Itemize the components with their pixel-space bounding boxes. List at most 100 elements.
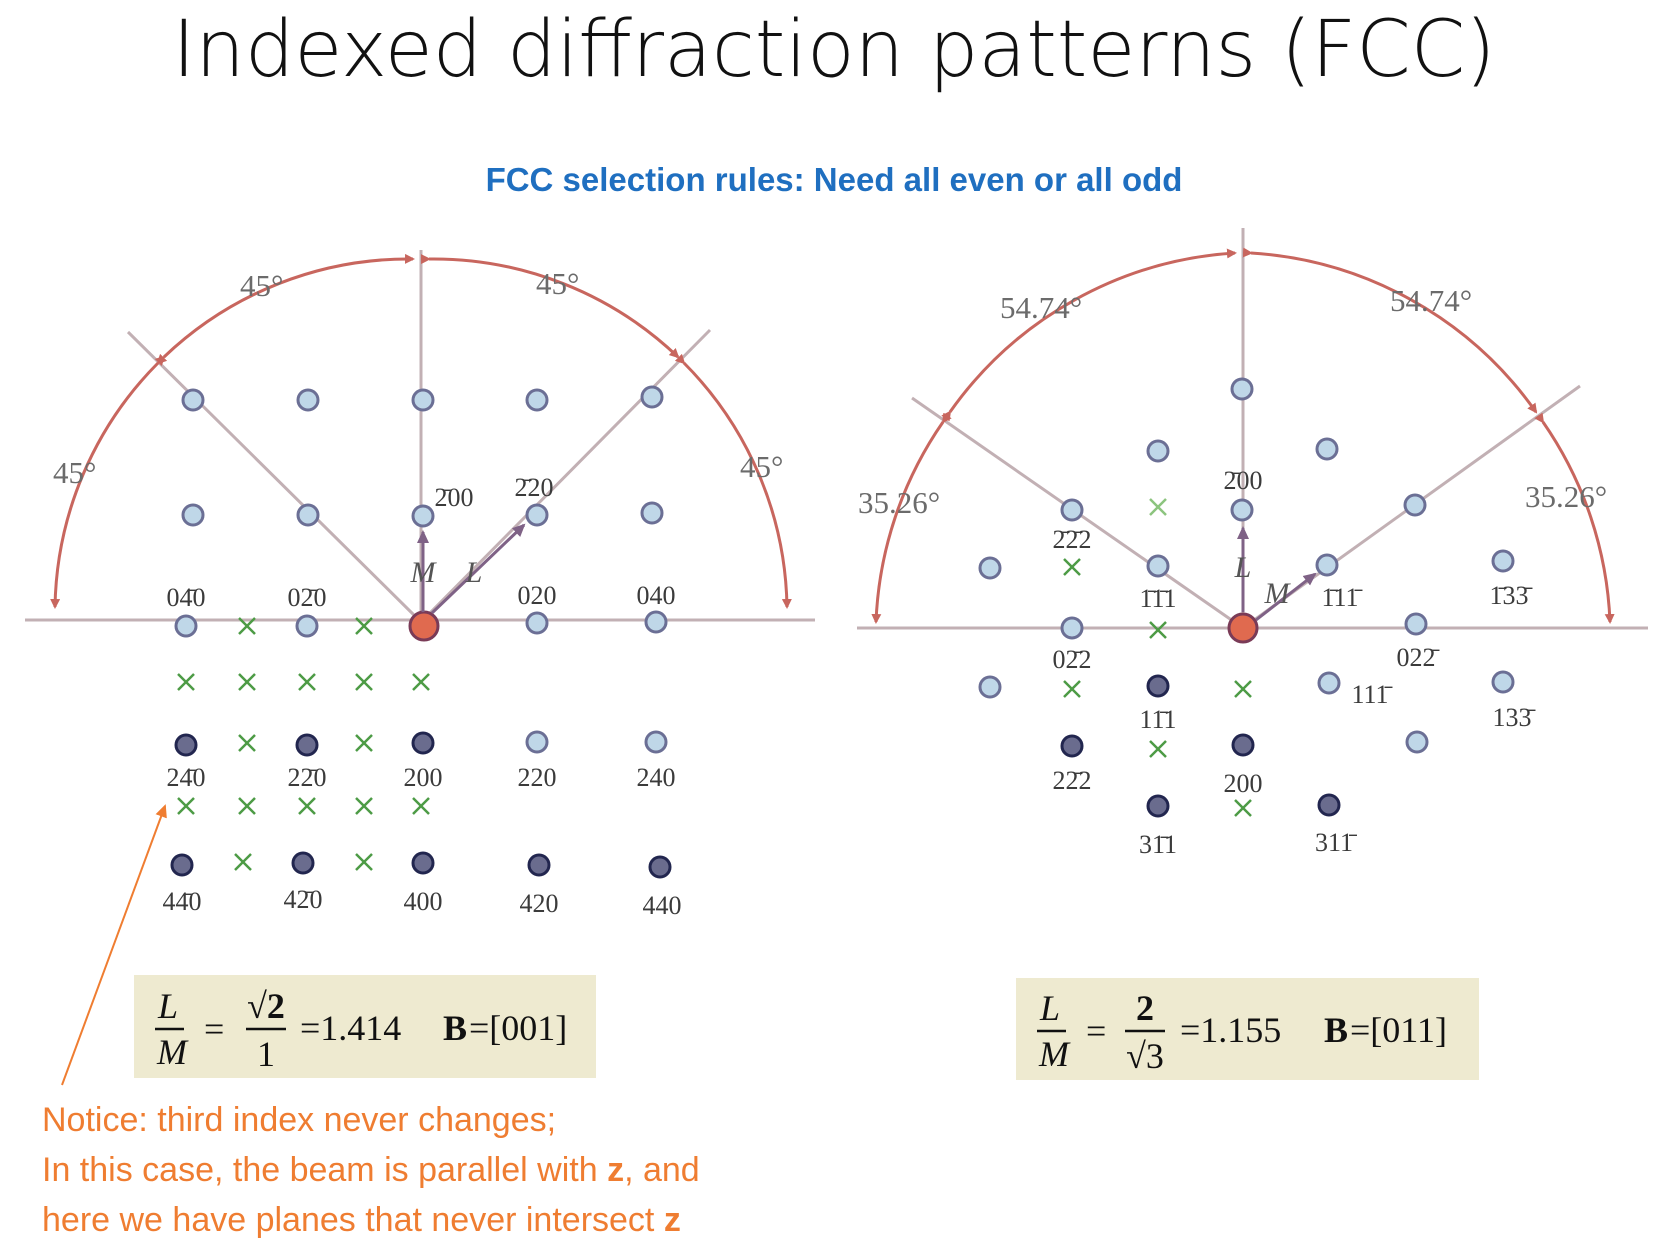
selection-rules-subtitle: FCC selection rules: Need all even or al… [485, 161, 1183, 198]
right-angle-label-right: 35.26° [1525, 479, 1607, 514]
diffraction-spot [1491, 549, 1515, 573]
diffraction-spot [525, 388, 549, 412]
diffraction-spot [411, 388, 435, 412]
formula-rhs-numerator: √2 [247, 986, 285, 1026]
diffraction-spot [644, 610, 668, 634]
spot-label: 420 [520, 889, 559, 918]
diffraction-spot [1230, 377, 1254, 401]
formula-lhs-numerator: L [157, 986, 178, 1026]
note-line-2-prefix: In this case, the beam is parallel with [42, 1151, 608, 1189]
formula-rhs-denominator: 1 [257, 1034, 275, 1074]
formula-lhs-denominator: M [1038, 1034, 1071, 1074]
formula-equals: = [1086, 1011, 1106, 1051]
spot-label: 240 [637, 763, 676, 792]
diffraction-spot [527, 853, 551, 877]
right-vector-m [1255, 572, 1317, 622]
formula-lhs-numerator: L [1039, 988, 1060, 1028]
formula-rhs-denominator: √3 [1126, 1036, 1164, 1076]
spot-label: 24̄0 [167, 763, 206, 792]
spot-label: 111̄ [1351, 680, 1392, 709]
slide-title: Indexed diffraction patterns (FCC) [172, 5, 1496, 95]
spot-label: 440 [643, 891, 682, 920]
left-pattern: 45° 45° 45° 45° [25, 250, 815, 1078]
right-m-target-label: 1̄11̄ [1321, 583, 1362, 612]
diffraction-spot [295, 614, 319, 638]
right-angle-arcs [871, 247, 1615, 624]
left-angle-label-top-right: 45° [536, 266, 579, 301]
spot-label: 133̄ [1493, 703, 1536, 732]
formula-lhs-denominator: M [156, 1032, 189, 1072]
note-pointer-arrow [61, 804, 167, 1086]
note-line-2: In this case, the beam is parallel with … [42, 1145, 842, 1195]
left-angle-label-top-left: 45° [240, 268, 283, 303]
diffraction-spot [640, 501, 664, 525]
note-line-3-bold: z [663, 1201, 681, 1239]
diffraction-spot [1146, 794, 1170, 818]
left-ratio-formula: L M = √2 1 =1.414 B =[001] [134, 975, 596, 1078]
formula-value: =1.155 [1180, 1010, 1281, 1050]
spot-label: 200 [1224, 769, 1263, 798]
diffraction-spot [1315, 437, 1339, 461]
diffraction-spot [1230, 498, 1254, 522]
left-arc-lower-right [674, 353, 792, 609]
diffraction-spot [1231, 733, 1255, 757]
diffraction-spot [1060, 616, 1084, 640]
right-axes [857, 228, 1648, 630]
diffraction-spot [525, 503, 549, 527]
spot-label: 040 [637, 581, 676, 610]
left-transmitted-beam-spot [408, 610, 440, 642]
diffraction-spot [296, 503, 320, 527]
diffraction-spot [1404, 612, 1428, 636]
right-light-spots [978, 377, 1515, 754]
right-angle-label-left: 35.26° [858, 485, 940, 520]
right-l-target-label: 2̄00 [1224, 466, 1263, 495]
right-forbidden-marks-dark [1063, 558, 1252, 817]
left-vector-l [430, 523, 526, 615]
right-arc-lower-right [1534, 412, 1615, 624]
formula-zone-symbol: B [443, 1008, 467, 1048]
spot-label: 44̄0 [163, 887, 202, 916]
note-line-3: here we have planes that never intersect… [42, 1195, 842, 1245]
spot-label: 1̄1̄1 [1139, 584, 1176, 613]
left-vector-m-label: M [410, 556, 438, 589]
spot-label: 1̄33̄ [1490, 581, 1533, 610]
spot-label: 22̄0 [288, 763, 327, 792]
diffraction-spot [174, 733, 198, 757]
diffraction-spot [181, 503, 205, 527]
diffraction-spot [525, 730, 549, 754]
diffraction-spot [648, 855, 672, 879]
spot-label: 02̄2 [1053, 645, 1092, 674]
diffraction-spot [291, 851, 315, 875]
left-lower-spots [170, 731, 672, 879]
left-angle-arcs [50, 253, 792, 609]
right-transmitted-beam-spot [1227, 612, 1259, 644]
right-formula-background [1016, 978, 1479, 1080]
spot-label: 02̄0 [288, 583, 327, 612]
note-line-3-prefix: here we have planes that never intersect [42, 1201, 664, 1239]
diffraction-spot [1146, 674, 1170, 698]
left-diagonal-right [419, 328, 712, 624]
spot-label: 11̄1 [1139, 705, 1176, 734]
diffraction-spot [525, 611, 549, 635]
diffraction-spot [1491, 670, 1515, 694]
spot-label: 22̄2 [1053, 766, 1092, 795]
right-angle-label-top-right: 54.74° [1390, 283, 1472, 318]
diffraction-spot [978, 675, 1002, 699]
diffraction-spot [978, 556, 1002, 580]
spot-label: 31̄1 [1139, 830, 1177, 859]
diffraction-spot [295, 733, 319, 757]
left-upper-spots [174, 385, 668, 754]
right-ratio-formula: L M = 2 √3 =1.155 B =[011] [1016, 978, 1479, 1080]
diffraction-spot [181, 388, 205, 412]
left-angle-label-left: 45° [53, 455, 96, 490]
spot-label: 200 [404, 763, 443, 792]
diffraction-spot [1060, 734, 1084, 758]
formula-equals: = [204, 1009, 224, 1049]
note-line-1: Notice: third index never changes; [42, 1101, 557, 1139]
diffraction-spot [1405, 730, 1429, 754]
diffraction-spot [296, 388, 320, 412]
right-vector-l-label: L [1234, 551, 1252, 584]
diffraction-spot [1146, 554, 1170, 578]
formula-rhs-numerator: 2 [1136, 988, 1154, 1028]
diffraction-spot [411, 504, 435, 528]
